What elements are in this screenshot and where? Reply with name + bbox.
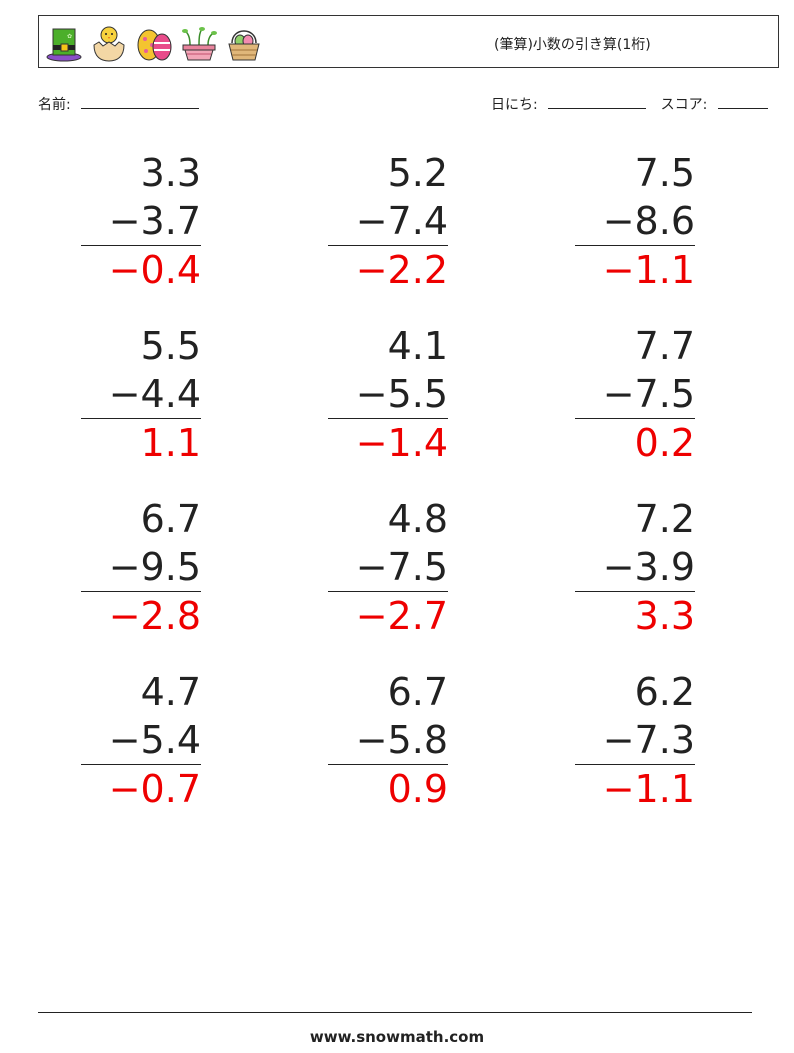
problem-11: 6.7 −5.8 0.9 bbox=[328, 668, 448, 813]
icon-strip: ✿ bbox=[45, 23, 263, 63]
svg-text:✿: ✿ bbox=[67, 33, 72, 40]
subtrahend: −5.8 bbox=[328, 716, 448, 765]
name-field[interactable]: 名前: bbox=[38, 94, 200, 114]
minuend: 6.2 bbox=[634, 670, 695, 714]
answer: −2.8 bbox=[108, 594, 201, 638]
subtrahend: −5.4 bbox=[81, 716, 201, 765]
answer: −0.4 bbox=[108, 248, 201, 292]
subtrahend: −7.4 bbox=[328, 197, 448, 246]
problem-9: 7.2 −3.9 3.3 bbox=[575, 495, 695, 640]
answer: 3.3 bbox=[634, 594, 695, 638]
minuend: 4.7 bbox=[140, 670, 201, 714]
subtrahend: −7.5 bbox=[328, 543, 448, 592]
problem-2: 5.2 −7.4 −2.2 bbox=[328, 149, 448, 294]
minuend: 5.2 bbox=[387, 151, 448, 195]
answer: −0.7 bbox=[108, 767, 201, 811]
date-blank[interactable] bbox=[548, 95, 647, 109]
subtrahend: −7.3 bbox=[575, 716, 695, 765]
score-blank[interactable] bbox=[717, 95, 768, 109]
subtrahend: −9.5 bbox=[81, 543, 201, 592]
problem-10: 4.7 −5.4 −0.7 bbox=[81, 668, 201, 813]
subtrahend: −5.5 bbox=[328, 370, 448, 419]
minuend: 7.2 bbox=[634, 497, 695, 541]
minuend: 4.8 bbox=[387, 497, 448, 541]
minuend: 7.5 bbox=[634, 151, 695, 195]
problem-3: 7.5 −8.6 −1.1 bbox=[575, 149, 695, 294]
sprout-planter-icon bbox=[182, 27, 217, 61]
minuend: 3.3 bbox=[140, 151, 201, 195]
answer: 0.2 bbox=[634, 421, 695, 465]
score-label: スコア: bbox=[660, 97, 708, 113]
answer: −2.7 bbox=[355, 594, 448, 638]
name-label: 名前: bbox=[38, 97, 71, 113]
egg-basket-icon bbox=[228, 30, 260, 61]
answer: −2.2 bbox=[355, 248, 448, 292]
answer: −1.4 bbox=[355, 421, 448, 465]
minuend: 7.7 bbox=[634, 324, 695, 368]
subtrahend: −3.7 bbox=[81, 197, 201, 246]
footer-site: www.snowmath.com bbox=[309, 1028, 485, 1046]
easter-eggs-icon bbox=[137, 29, 172, 61]
leprechaun-hat-icon: ✿ bbox=[46, 28, 82, 62]
date-score-fields: 日にち: スコア: bbox=[491, 94, 768, 114]
problem-4: 5.5 −4.4 1.1 bbox=[81, 322, 201, 467]
subtrahend: −4.4 bbox=[81, 370, 201, 419]
name-blank[interactable] bbox=[81, 95, 200, 109]
answer: −1.1 bbox=[602, 248, 695, 292]
date-label: 日にち: bbox=[491, 97, 538, 113]
worksheet-title: (筆算)小数の引き算(1桁) bbox=[494, 37, 651, 53]
problem-7: 6.7 −9.5 −2.8 bbox=[81, 495, 201, 640]
subtrahend: −7.5 bbox=[575, 370, 695, 419]
minuend: 4.1 bbox=[387, 324, 448, 368]
problem-8: 4.8 −7.5 −2.7 bbox=[328, 495, 448, 640]
problem-5: 4.1 −5.5 −1.4 bbox=[328, 322, 448, 467]
problem-1: 3.3 −3.7 −0.4 bbox=[81, 149, 201, 294]
answer: −1.1 bbox=[602, 767, 695, 811]
answer: 0.9 bbox=[387, 767, 448, 811]
problem-12: 6.2 −7.3 −1.1 bbox=[575, 668, 695, 813]
answer: 1.1 bbox=[140, 421, 201, 465]
minuend: 6.7 bbox=[140, 497, 201, 541]
minuend: 6.7 bbox=[387, 670, 448, 714]
hatching-chick-icon bbox=[93, 26, 125, 62]
problem-6: 7.7 −7.5 0.2 bbox=[575, 322, 695, 467]
header-box: ✿ bbox=[38, 15, 779, 68]
subtrahend: −8.6 bbox=[575, 197, 695, 246]
minuend: 5.5 bbox=[140, 324, 201, 368]
subtrahend: −3.9 bbox=[575, 543, 695, 592]
footer-divider bbox=[38, 1012, 752, 1013]
